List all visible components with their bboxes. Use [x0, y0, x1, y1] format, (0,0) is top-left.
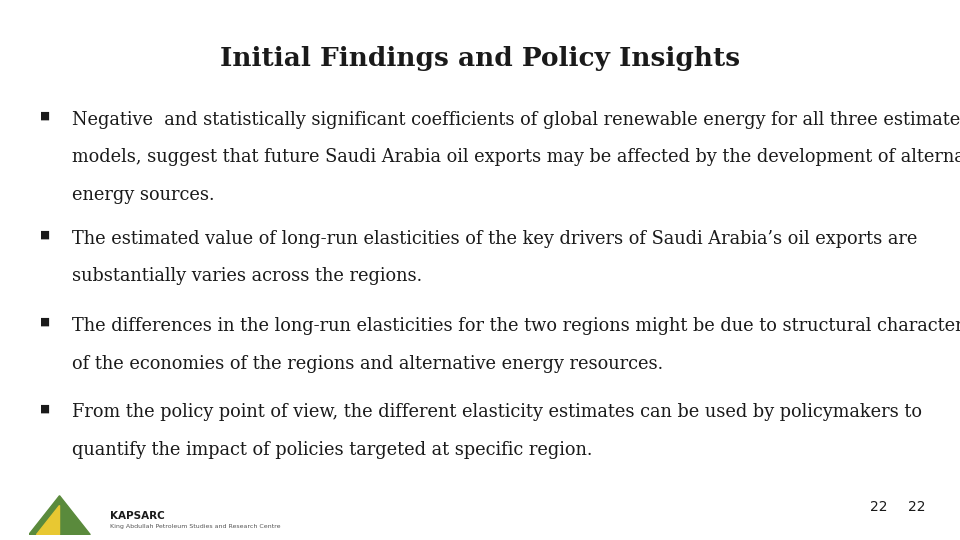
Text: King Abdullah Petroleum Studies and Research Centre: King Abdullah Petroleum Studies and Rese…: [110, 524, 281, 529]
Polygon shape: [36, 505, 60, 535]
Text: The differences in the long-run elasticities for the two regions might be due to: The differences in the long-run elastici…: [72, 317, 960, 335]
Text: of the economies of the regions and alternative energy resources.: of the economies of the regions and alte…: [72, 355, 663, 373]
Text: 22: 22: [908, 500, 925, 514]
Text: energy sources.: energy sources.: [72, 186, 214, 204]
Text: Negative  and statistically significant coefficients of global renewable energy : Negative and statistically significant c…: [72, 111, 960, 129]
Polygon shape: [29, 496, 90, 535]
Text: 22: 22: [870, 500, 887, 514]
Text: quantify the impact of policies targeted at specific region.: quantify the impact of policies targeted…: [72, 441, 592, 459]
Text: ■: ■: [40, 111, 50, 121]
Text: substantially varies across the regions.: substantially varies across the regions.: [72, 267, 422, 285]
Text: The estimated value of long-run elasticities of the key drivers of Saudi Arabia’: The estimated value of long-run elastici…: [72, 230, 918, 247]
Text: ■: ■: [40, 317, 50, 327]
Text: ■: ■: [40, 403, 50, 414]
Text: ■: ■: [40, 230, 50, 240]
Text: Initial Findings and Policy Insights: Initial Findings and Policy Insights: [220, 46, 740, 71]
Text: From the policy point of view, the different elasticity estimates can be used by: From the policy point of view, the diffe…: [72, 403, 922, 421]
Text: KAPSARC: KAPSARC: [110, 511, 165, 521]
Text: models, suggest that future Saudi Arabia oil exports may be affected by the deve: models, suggest that future Saudi Arabia…: [72, 148, 960, 166]
